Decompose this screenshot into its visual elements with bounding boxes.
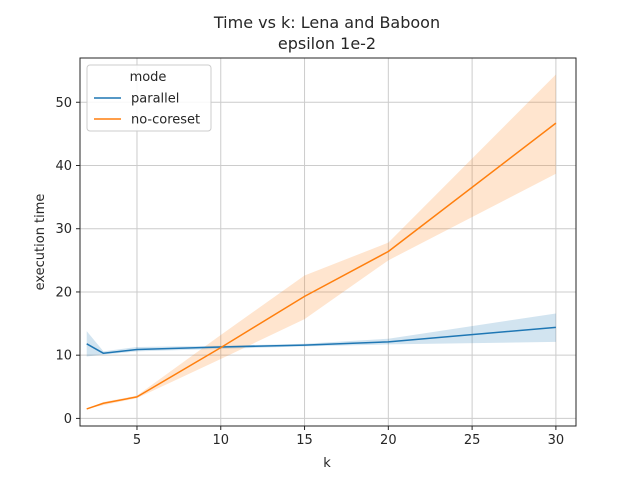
chart-title: Time vs k: Lena and Baboon (213, 13, 440, 32)
y-axis-ticks: 0 10 20 30 40 50 (55, 96, 80, 427)
legend: mode parallel no-coreset (86, 64, 212, 132)
y-tick-label: 50 (55, 96, 72, 111)
parallel-band (86, 313, 556, 357)
y-tick-label: 40 (55, 159, 72, 174)
chart-subtitle: epsilon 1e-2 (278, 34, 376, 53)
legend-box (86, 64, 212, 132)
y-tick-label: 10 (55, 349, 72, 364)
x-tick-label: 25 (464, 433, 481, 448)
y-tick-label: 0 (64, 412, 72, 427)
x-tick-label: 10 (212, 433, 229, 448)
x-tick-label: 15 (296, 433, 313, 448)
no-coreset-line (86, 122, 557, 410)
x-axis-ticks: 5 10 15 20 25 30 (133, 426, 564, 448)
legend-label-parallel: parallel (131, 92, 179, 107)
y-tick-label: 20 (55, 285, 72, 300)
legend-items: parallel no-coreset (94, 92, 200, 128)
x-tick-label: 20 (380, 433, 397, 448)
x-tick-label: 30 (548, 433, 565, 448)
series-lines (86, 122, 557, 410)
plot-frame (79, 57, 577, 427)
y-axis-label: execution time (33, 194, 48, 291)
y-tick-label: 30 (55, 222, 72, 237)
x-tick-label: 5 (133, 433, 141, 448)
x-axis-label: k (323, 456, 331, 471)
legend-label-no-coreset: no-coreset (131, 113, 200, 128)
legend-title: mode (130, 70, 167, 85)
